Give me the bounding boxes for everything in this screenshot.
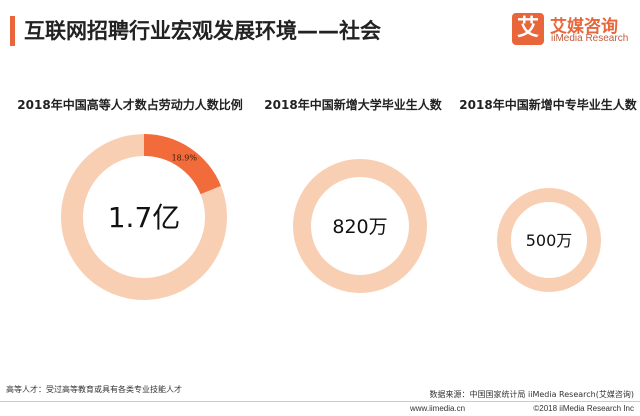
data-source: 数据来源：中国国家统计局 iiMedia Research(艾媒咨询) <box>429 390 635 399</box>
footnote: 高等人才：受过高等教育或具有各类专业技能人才 <box>6 385 182 394</box>
iimedia-logo: 艾 艾媒咨询 iiMedia Research <box>512 12 628 48</box>
title-accent-bar <box>10 16 15 46</box>
logo-name-cn: 艾媒咨询 <box>550 17 618 37</box>
donut-1-slice-0 <box>293 159 427 293</box>
logo-mark: 艾 <box>512 13 544 45</box>
donut-0-slice-0 <box>144 134 221 195</box>
chart-title-talent-ratio: 2018年中国高等人才数占劳动力人数比例 <box>17 98 243 112</box>
footer-divider <box>0 401 640 402</box>
page-title: 互联网招聘行业宏观发展环境——社会 <box>24 19 381 43</box>
chart-title-vocational-grads: 2018年中国新增中专毕业生人数 <box>459 98 637 112</box>
donut-0-slice-0-label: 18.9% <box>172 153 198 162</box>
website-link[interactable]: www.iimedia.cn <box>410 404 466 413</box>
logo-name-en: iiMedia Research <box>551 33 629 44</box>
copyright: ©2018 iiMedia Research Inc <box>533 404 634 413</box>
donut-1-center-value: 820万 <box>332 216 387 238</box>
donut-2-center-value: 500万 <box>526 231 573 250</box>
donut-0-center-value: 1.7亿 <box>108 201 181 234</box>
donut-2-slice-0 <box>497 188 601 292</box>
chart-title-university-grads: 2018年中国新增大学毕业生人数 <box>264 98 442 112</box>
